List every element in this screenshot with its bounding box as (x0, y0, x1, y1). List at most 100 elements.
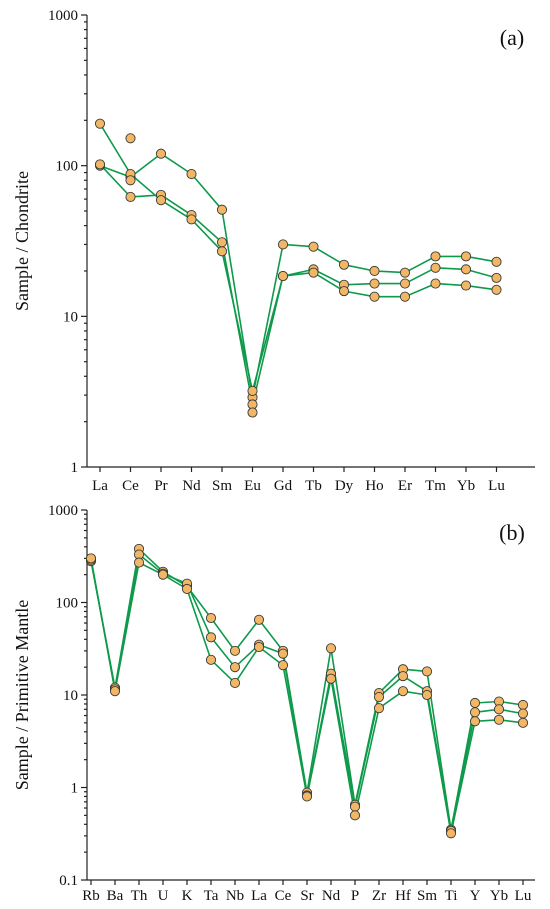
panel-a-y-tick-label: 10 (63, 309, 78, 325)
panel-a-data-point (399, 278, 411, 289)
panel-b-x-tick-label: Ce (275, 888, 292, 904)
panel-b-x-tick-label: Sr (300, 888, 313, 904)
panel-a-data-point (491, 272, 502, 283)
panel-b-y-tick-label: 100 (56, 596, 79, 612)
panel-a-y-tick-label: 100 (56, 159, 79, 175)
panel-a-x-tick-label: Er (398, 478, 412, 494)
panel-a-data-point (338, 286, 350, 297)
panel-b-x-tick-label: La (251, 888, 267, 904)
panel-b-data-point (109, 686, 121, 697)
panel-b-data-point (445, 828, 457, 839)
panel-a-data-point (125, 191, 136, 202)
panel-a-data-point (491, 256, 502, 267)
panel-b-data-point (493, 704, 505, 715)
panel-a-data-point (216, 237, 228, 248)
panel-b-x-tick-label: Y (470, 888, 481, 904)
panel-a-series-line-1 (99, 152, 497, 399)
panel-a-data-point (94, 118, 106, 129)
panel-b-y-tick-label: 0.1 (59, 873, 78, 889)
panel-a-data-point (369, 291, 380, 302)
panel-b-x-tick-label: Ta (204, 888, 219, 904)
panel-b-x-tick-label: U (158, 888, 169, 904)
panel-a-data-point (430, 278, 441, 289)
panel-a-data-point (430, 251, 441, 262)
panel-b-data-point (397, 671, 409, 682)
panel-b-x-tick-label: Sm (417, 888, 437, 904)
panel-a-x-tick-label: Yb (457, 478, 475, 494)
panel-b-x-tick-label: P (351, 888, 359, 904)
panel-b-panel-label: (b) (499, 520, 525, 545)
panel-a-data-point (186, 214, 197, 225)
panel-a-x-tick-label: Eu (244, 478, 261, 494)
panel-a-x-tick-label: Tm (425, 478, 446, 494)
panel-b-data-point (421, 666, 433, 677)
panel-a-data-point (399, 267, 411, 278)
panel-b-x-tick-label: Hf (395, 888, 411, 904)
panel-a-x-tick-label: Ho (365, 478, 383, 494)
panel-b-data-point (373, 703, 385, 714)
panel-a-data-point (247, 385, 258, 396)
panel-a-data-point (94, 159, 106, 170)
panel-a-x-tick-label: Sm (212, 478, 232, 494)
panel-a-series-line-2 (99, 163, 497, 406)
panel-b-data-point (469, 697, 481, 709)
panel-b-data-point (205, 612, 217, 624)
panel-b-data-point (397, 686, 409, 697)
panel-b-data-point (493, 714, 505, 725)
panel-b-data-point (277, 648, 289, 659)
panel-b-data-point (229, 677, 241, 688)
panel-a-y-tick-label: 1000 (48, 8, 78, 24)
panel-b-data-point (517, 708, 529, 719)
panel-b-y-axis-title: Sample / Primitive Mantle (12, 600, 32, 790)
panel-b-x-tick-label: Ti (445, 888, 458, 904)
panel-a-data-point (369, 278, 380, 289)
panel-b-data-point (517, 699, 529, 711)
panel-b-x-tick-label: Nd (322, 888, 341, 904)
panel-a-y-tick-label: 1 (71, 460, 79, 476)
panel-b-data-point (349, 810, 361, 821)
panel-a-x-tick-label: Gd (274, 478, 293, 494)
panel-a-data-point (216, 246, 228, 257)
panel-a-panel-label: (a) (500, 25, 524, 50)
panel-a-data-point (155, 148, 167, 159)
panel-a-data-point (308, 241, 319, 252)
panel-b-data-point (325, 673, 337, 684)
panel-a-data-point (460, 280, 472, 291)
panel-b-data-point (205, 632, 217, 643)
panel-a-data-point (369, 265, 380, 277)
panel-a-x-tick-label: Ce (122, 478, 139, 494)
panel-b-x-tick-label: Yb (490, 888, 508, 904)
panel-a-extra-data-point (125, 175, 136, 186)
panel-a-data-point (277, 271, 289, 282)
panel-b-x-tick-label: K (182, 888, 193, 904)
panel-b-data-point (277, 660, 289, 671)
panel-a-data-point (460, 264, 472, 275)
panel-b-data-point (181, 583, 193, 595)
panel-b-y-tick-label: 1000 (48, 503, 78, 519)
panel-a-extra-data-point (125, 133, 136, 144)
panel-b-data-point (301, 791, 313, 802)
panel-b-series-line-1 (90, 548, 524, 831)
panel-a-x-tick-label: Dy (335, 478, 354, 494)
panel-b-primitive-mantle-plot: 0.1 1 10 100 1000 Rb Ba Th U K Ta Nb La Ce Sr Nd P Zr Hf Sm… (12, 503, 535, 904)
panel-b-data-point (205, 654, 217, 665)
panel-a-data-point (491, 284, 502, 295)
panel-b-x-tick-label: Lu (515, 888, 532, 904)
panel-b-x-tick-label: Nb (226, 888, 244, 904)
panel-b-data-point (229, 645, 241, 656)
panel-b-data-point (253, 614, 265, 625)
panel-b-x-tick-label: Ba (107, 888, 124, 904)
panel-a-x-tick-label: Tb (305, 478, 322, 494)
panel-b-data-point (325, 643, 337, 654)
panel-b-x-tick-label: Zr (372, 888, 386, 904)
panel-b-data-point (373, 692, 385, 703)
panel-a-data-point (430, 262, 441, 273)
panel-a-chondrite-plot: 1 10 100 1000 La Ce Pr Nd Sm Eu Gd Tb Dy Ho Er Tm Yb Lu Sa… (12, 8, 535, 494)
panel-a-data-point (338, 259, 350, 270)
panel-b-data-point (349, 801, 361, 812)
panel-a-x-tick-label: Pr (154, 478, 167, 494)
panel-b-data-point (469, 707, 481, 718)
panel-a-data-point (308, 267, 319, 278)
panel-a-data-point (216, 204, 228, 215)
